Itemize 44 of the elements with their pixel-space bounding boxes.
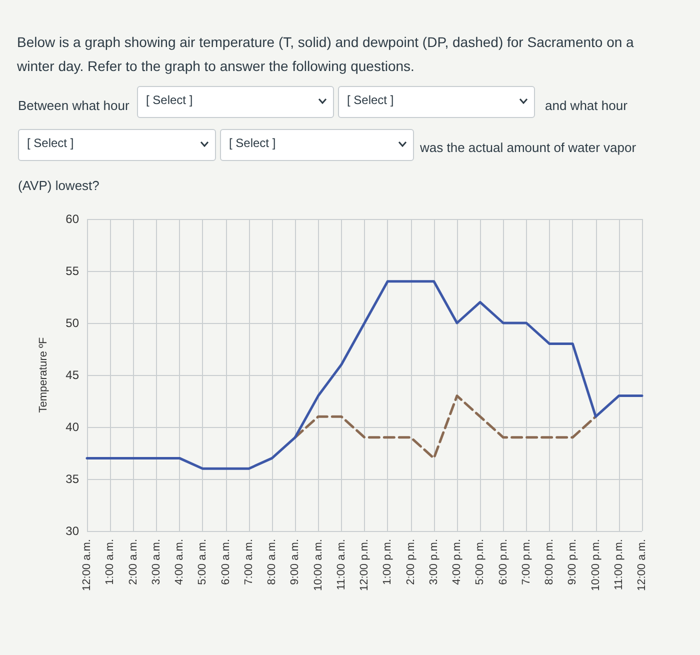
x-tick-label: 11:00 a.m. [335, 539, 348, 590]
x-tick-label: 1:00 p.m. [382, 539, 394, 585]
x-tick-label: 10:00 p.m. [590, 539, 602, 591]
y-tick-label: 35 [66, 472, 80, 486]
y-axis-title: Temperature ºF [38, 336, 50, 413]
x-tick-label: 8:00 p.m. [544, 539, 556, 585]
chart-title: Below is a graph showing air temperature (T, solid) and dewpoint (DP, dashed) for Sacramento on a winter day. Refer to the graph to answer the following questions. [17, 33, 635, 76]
y-tick-label: 55 [66, 264, 80, 278]
x-tick-label: 1:00 a.m. [104, 539, 116, 585]
y-tick-label: 30 [66, 524, 80, 538]
x-tick-label: 12:00 a.m. [81, 539, 93, 591]
x-tick-label: 6:00 a.m. [220, 539, 232, 585]
dropdown-field: [ Select ] [338, 86, 535, 118]
x-tick-label: 3:00 a.m. [150, 539, 162, 585]
line-series [294, 394, 597, 460]
x-tick-label: 2:00 p.m. [404, 539, 417, 585]
x-tick-label: 5:00 p.m. [474, 539, 486, 585]
x-tick-label: 2:00 a.m. [127, 539, 140, 585]
x-tick-label: 4:00 a.m. [174, 539, 186, 585]
x-tick-label: 9:00 a.m. [289, 539, 302, 585]
line-series [86, 280, 644, 470]
text: was the actual amount of water vapor [420, 140, 636, 155]
x-tick-label: 7:00 p.m. [520, 539, 532, 585]
x-tick-label: 10:00 a.m. [312, 539, 324, 591]
dropdown-field: [ Select ] [220, 129, 414, 161]
x-tick-label: 4:00 p.m. [451, 539, 463, 585]
x-tick-label: 12:00 p.m. [358, 539, 370, 591]
y-tick-label: 40 [66, 420, 80, 434]
x-tick-label: 11:00 p.m. [612, 539, 625, 590]
x-tick-label: 3:00 p.m. [428, 539, 440, 585]
x-tick-label: 6:00 p.m. [497, 539, 510, 585]
x-tick-label: 12:00 a.m. [636, 539, 648, 591]
x-tick-label: 5:00 a.m. [196, 539, 209, 585]
y-tick-label: 60 [66, 212, 80, 226]
dropdown-field: [ Select ] [137, 86, 334, 118]
dropdown-field: [ Select ] [18, 129, 216, 161]
text: and what hour [545, 98, 628, 113]
x-tick-label: 9:00 p.m. [566, 539, 579, 585]
text: Between what hour [18, 98, 130, 113]
y-tick-label: 45 [66, 368, 80, 382]
text: (AVP) lowest? [18, 178, 100, 193]
x-tick-label: 7:00 a.m. [242, 539, 255, 585]
y-tick-label: 50 [66, 316, 80, 330]
x-tick-label: 8:00 a.m. [266, 539, 278, 585]
